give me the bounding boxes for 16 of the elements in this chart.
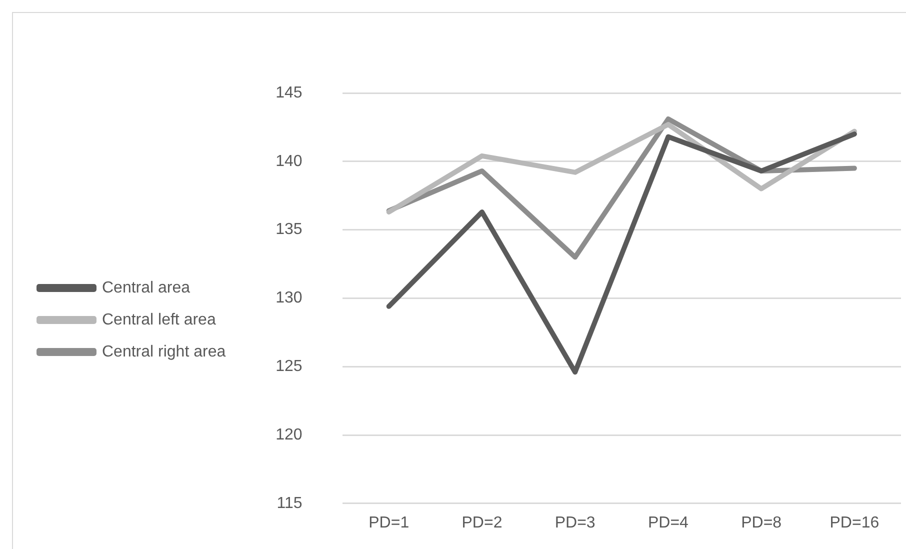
y-tick-label: 120 xyxy=(276,426,302,444)
y-tick-label: 135 xyxy=(276,221,302,238)
x-tick-label: PD=8 xyxy=(741,514,782,532)
x-tick-label: PD=3 xyxy=(554,514,596,532)
y-tick-label: 145 xyxy=(276,84,302,102)
y-tick-label: 115 xyxy=(276,494,302,512)
legend-label: Central area xyxy=(102,279,190,296)
x-tick-label: PD=2 xyxy=(462,514,502,532)
x-tick-label: PD=16 xyxy=(830,514,880,532)
legend-label: Central left area xyxy=(102,311,216,328)
y-tick-label: 130 xyxy=(276,290,302,307)
x-tick-label: PD=1 xyxy=(368,514,410,532)
y-tick-label: 125 xyxy=(276,358,302,376)
x-tick-label: PD=4 xyxy=(648,514,689,532)
legend-label: Central right area xyxy=(102,343,226,360)
y-tick-label: 140 xyxy=(276,152,302,170)
